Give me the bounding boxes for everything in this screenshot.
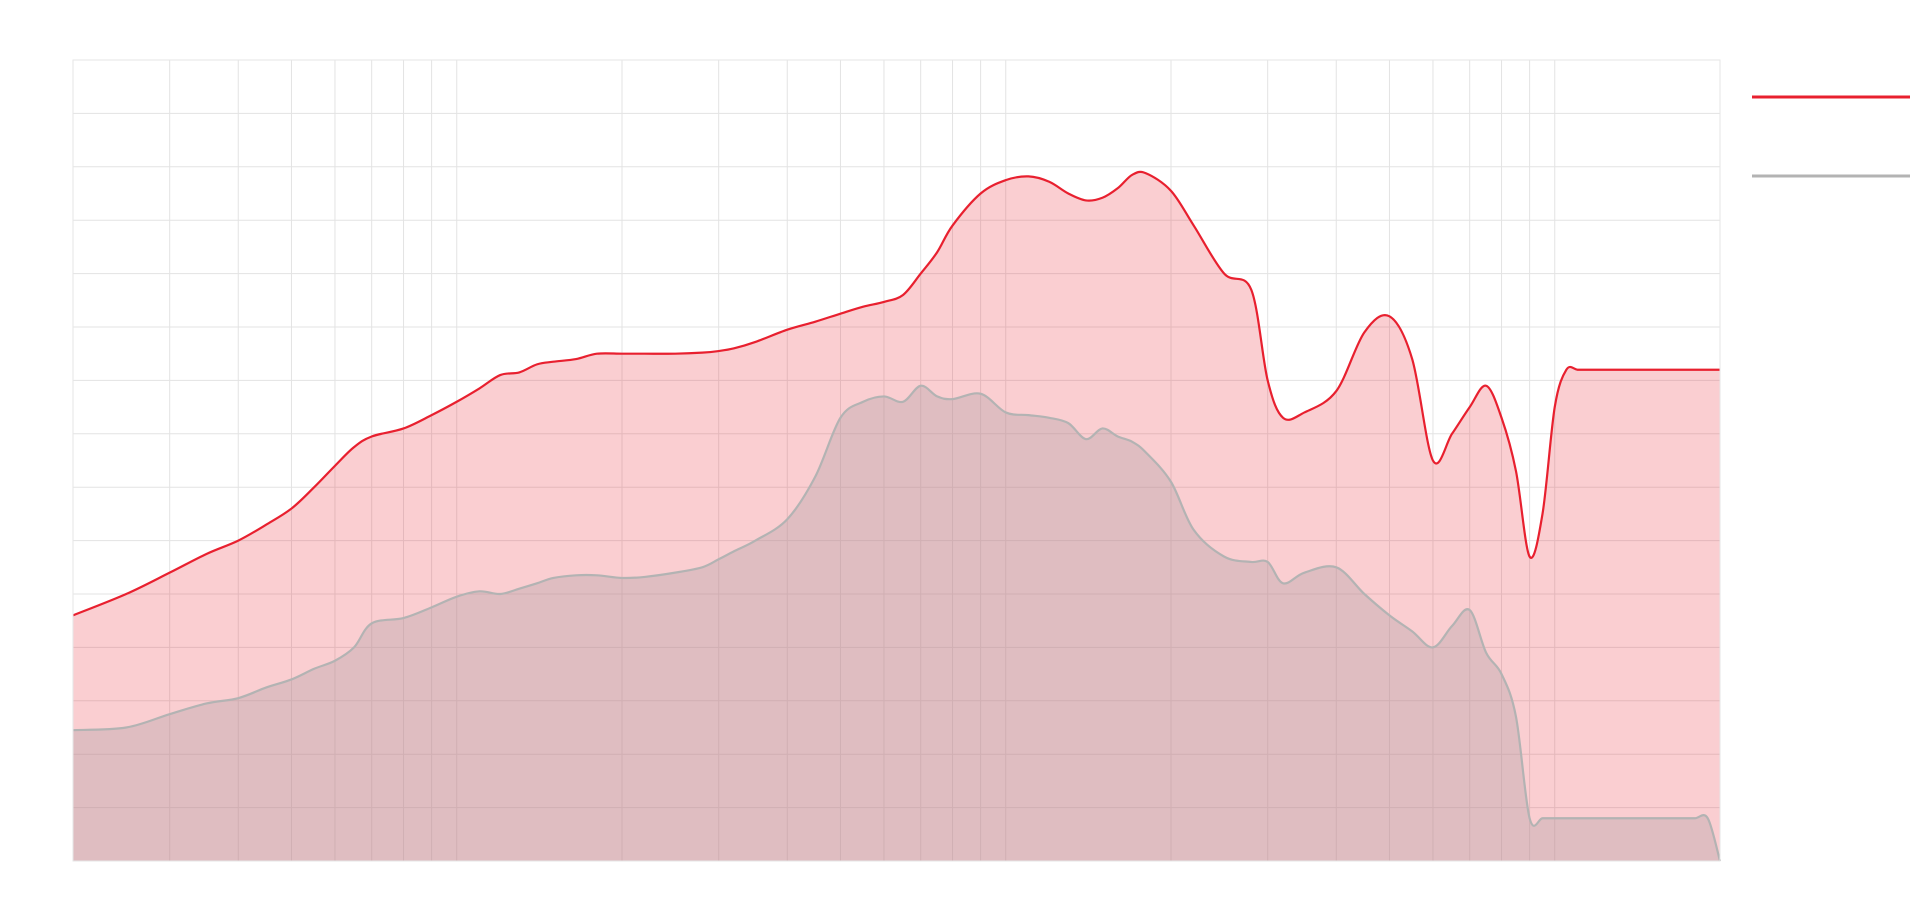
series-2-area [73,385,1720,861]
legend [1752,95,1910,178]
plot-border [72,59,1721,862]
series-areas [73,171,1720,862]
series-1-area [73,171,1720,862]
series-2-line [72,384,1722,862]
series-1-line [72,170,1720,617]
series-lines [72,170,1722,862]
grid [73,60,1720,861]
